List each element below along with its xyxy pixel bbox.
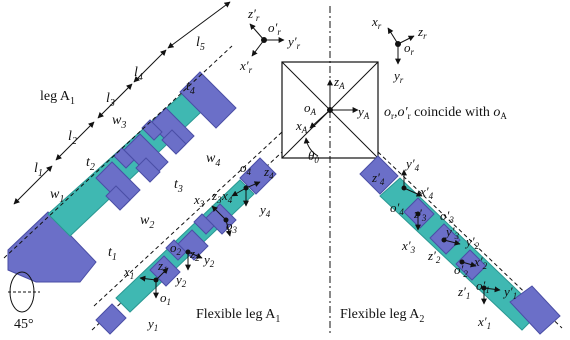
flexible-leg-a1 xyxy=(91,151,283,335)
flexible-leg-a2-label: Flexible leg A2 xyxy=(340,307,424,325)
svg-text:o′r: o′r xyxy=(268,20,281,37)
svg-text:y′1: y′1 xyxy=(502,284,517,301)
svg-text:w2: w2 xyxy=(140,213,154,231)
leg-base-block xyxy=(7,211,97,283)
svg-text:z4: z4 xyxy=(263,164,274,181)
svg-text:x′3: x′3 xyxy=(401,238,416,255)
dimension-labels: l1 l2 l3 l4 l5 w1 w2 w3 w4 t1 t2 t3 t4 xyxy=(34,35,220,263)
svg-text:l4: l4 xyxy=(134,65,143,83)
svg-text:y1: y1 xyxy=(146,316,158,333)
leg-modules xyxy=(95,71,237,211)
flexible-leg-a1-label: Flexible leg A1 xyxy=(196,307,280,325)
svg-text:z2: z2 xyxy=(189,246,200,263)
svg-text:o′3: o′3 xyxy=(440,208,454,225)
svg-text:z3: z3 xyxy=(211,188,222,205)
svg-text:w1: w1 xyxy=(50,187,64,205)
svg-text:l1: l1 xyxy=(34,161,43,179)
svg-text:zA: zA xyxy=(333,74,345,91)
svg-text:y′3: y′3 xyxy=(444,224,460,241)
svg-text:yr: yr xyxy=(392,68,404,85)
svg-text:y4: y4 xyxy=(258,202,271,219)
svg-text:x′1: x′1 xyxy=(477,314,491,331)
svg-text:x′2: x′2 xyxy=(473,254,488,271)
svg-text:xr: xr xyxy=(371,14,382,31)
svg-text:y2: y2 xyxy=(202,252,215,269)
svg-text:l2: l2 xyxy=(68,129,77,147)
leg-a1-label: leg A1 xyxy=(40,89,75,107)
flexible-leg-a2 xyxy=(359,151,563,335)
svg-text:t4: t4 xyxy=(186,79,195,97)
svg-text:y′4: y′4 xyxy=(404,156,420,173)
svg-text:θ0: θ0 xyxy=(308,148,319,165)
svg-text:z1: z1 xyxy=(157,258,168,275)
base-platform xyxy=(249,6,415,336)
coincide-note: or,o′r coincide with oA xyxy=(384,105,507,121)
svg-text:w4: w4 xyxy=(206,151,220,169)
svg-text:z′r: z′r xyxy=(247,6,260,23)
svg-text:x′4: x′4 xyxy=(419,184,434,201)
svg-text:t1: t1 xyxy=(108,245,117,263)
svg-text:o1: o1 xyxy=(160,290,171,307)
svg-text:x1: x1 xyxy=(123,264,134,281)
frame-labels: zA yA xA oA θ0 z′r o′r y′r x′r xr or zr … xyxy=(239,6,427,165)
svg-text:w3: w3 xyxy=(112,113,126,131)
svg-text:yA: yA xyxy=(356,104,370,121)
svg-text:y′2: y′2 xyxy=(464,234,480,251)
svg-text:o3: o3 xyxy=(226,218,238,235)
svg-text:l3: l3 xyxy=(106,91,115,109)
svg-text:y2: y2 xyxy=(174,272,187,289)
svg-text:x4: x4 xyxy=(221,188,233,205)
svg-text:oA: oA xyxy=(304,100,317,117)
svg-text:o2: o2 xyxy=(170,240,182,257)
svg-text:x′r: x′r xyxy=(239,58,253,75)
svg-text:or: or xyxy=(404,40,415,57)
flexible-leg-a1-frame-labels: x1 z1 o1 y1 o2 z2 y2 y2 x3 z3 o3 o4 z4 y… xyxy=(123,160,274,333)
leg-a1-rigid xyxy=(3,1,283,313)
svg-text:y′r: y′r xyxy=(286,34,301,51)
svg-text:z′1: z′1 xyxy=(457,284,470,301)
svg-text:zr: zr xyxy=(417,24,427,41)
angle-label: 45° xyxy=(14,317,34,332)
svg-text:o4: o4 xyxy=(240,160,252,177)
svg-text:l5: l5 xyxy=(196,35,205,53)
svg-text:x3: x3 xyxy=(193,192,205,209)
svg-text:t3: t3 xyxy=(174,177,183,195)
svg-text:t2: t2 xyxy=(86,155,95,173)
svg-text:xA: xA xyxy=(295,118,308,135)
